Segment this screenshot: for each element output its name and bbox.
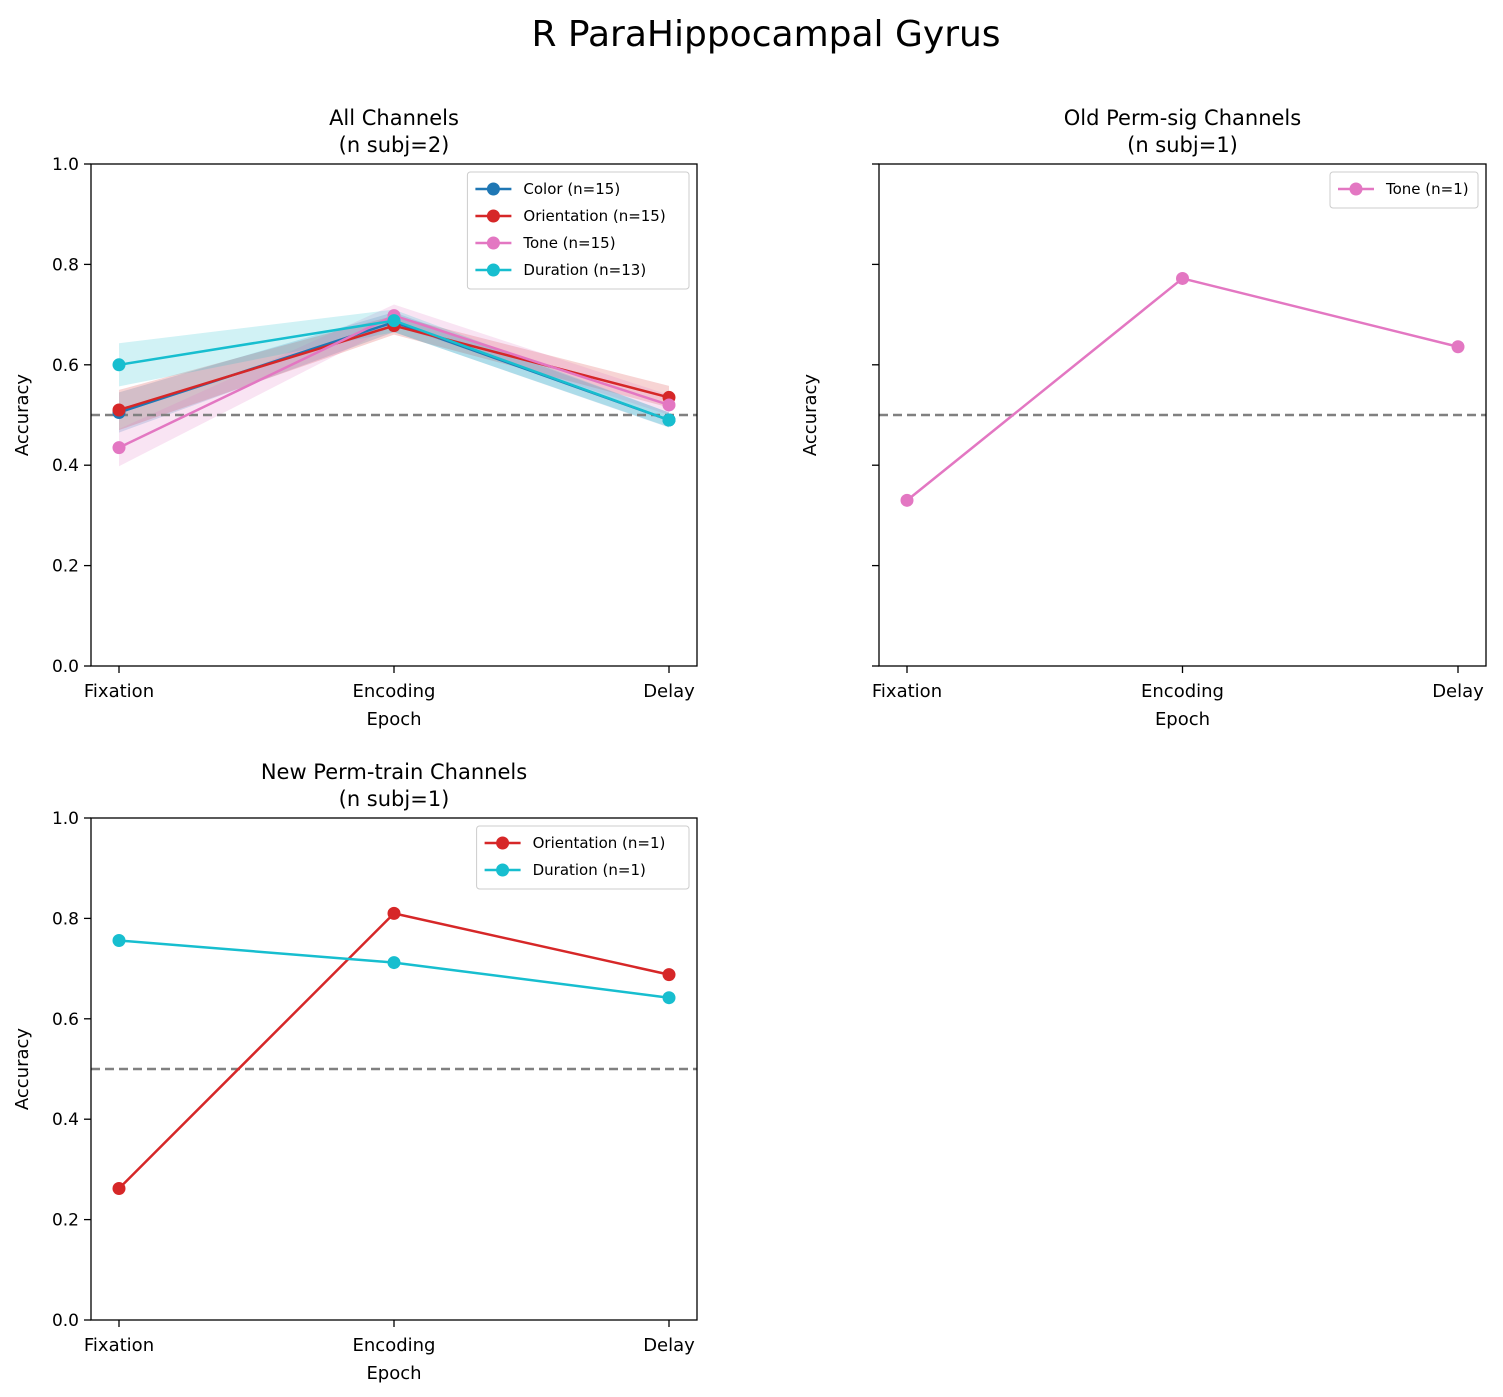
legend-label: Orientation (n=15) (523, 207, 665, 225)
x-tick-label: Encoding (353, 681, 436, 702)
data-point (112, 358, 126, 372)
y-axis-label: Accuracy (12, 1028, 33, 1111)
y-tick-label: 1.0 (52, 809, 79, 829)
x-tick-label: Delay (643, 681, 695, 702)
panel-title: Old Perm-sig Channels (1064, 106, 1301, 130)
axes-frame (90, 163, 698, 667)
chart-panel-3: 0.0 0.2 0.4 0.6 0.8 1.0 Fixation Encoding Delay E… (12, 760, 698, 1384)
data-point (1176, 271, 1189, 285)
chart-panel-2: Fixation Encoding Delay Epoch Accuracy Old Pe… (800, 106, 1487, 730)
panel-title: All Channels (329, 106, 459, 130)
x-tick-label: Fixation (84, 681, 154, 702)
legend-frame (476, 825, 690, 890)
series-line (118, 939, 670, 999)
data-point (1451, 340, 1465, 354)
series-line (906, 277, 1459, 502)
series-line (118, 912, 670, 1190)
data-point (112, 1181, 126, 1195)
legend-label: Orientation (n=1) (533, 834, 666, 852)
panel-subtitle: (n subj=1) (339, 787, 450, 811)
y-tick-label: 0.6 (52, 356, 79, 376)
chart-panel-1: 0.0 0.2 0.4 0.6 0.8 1.0 Fixation Encoding Delay E… (12, 106, 698, 730)
x-tick-label: Delay (1432, 681, 1484, 702)
y-tick-label: 0.0 (52, 657, 79, 677)
legend-frame (1329, 171, 1479, 209)
data-point (112, 403, 126, 417)
y-tick-label: 0.8 (52, 255, 79, 275)
x-tick-label: Fixation (872, 681, 942, 702)
x-tick-label: Encoding (1141, 681, 1224, 702)
y-tick-label: 0.2 (52, 557, 79, 577)
data-point (387, 906, 401, 920)
legend-marker (486, 209, 500, 223)
data-point (387, 314, 401, 328)
panels: 0.0 0.2 0.4 0.6 0.8 1.0 Fixation Encoding Delay E… (12, 106, 1487, 1384)
ci-band (119, 304, 669, 467)
x-tick-label: Delay (643, 1335, 695, 1356)
legend-frame (466, 171, 690, 290)
x-axis-label: Epoch (366, 1363, 421, 1384)
y-tick-label: 0.0 (52, 1311, 79, 1331)
axes-frame (90, 817, 698, 1321)
legend-label: Duration (n=1) (533, 861, 646, 879)
y-tick-label: 0.2 (52, 1211, 79, 1231)
data-point (662, 398, 676, 412)
legend: Tone (n=1) (1329, 171, 1479, 209)
legend-marker (486, 236, 500, 250)
legend-label: Tone (n=15) (522, 234, 615, 252)
data-point (112, 933, 126, 947)
x-tick-label: Fixation (84, 1335, 154, 1356)
panel-subtitle: (n subj=1) (1127, 133, 1238, 157)
y-axis-label: Accuracy (12, 374, 33, 457)
panel-subtitle: (n subj=2) (339, 133, 450, 157)
legend-marker (486, 182, 500, 196)
y-axis-label: Accuracy (800, 374, 821, 457)
figure-suptitle: R ParaHippocampal Gyrus (531, 14, 1000, 55)
ci-band (119, 315, 669, 431)
ci-band (119, 312, 669, 433)
legend-marker (496, 863, 510, 877)
data-point (662, 991, 676, 1005)
ci-band (119, 309, 669, 428)
y-tick-label: 1.0 (52, 155, 79, 175)
data-point (900, 493, 914, 507)
y-tick-label: 0.6 (52, 1010, 79, 1030)
data-point (662, 413, 676, 427)
legend-marker (1349, 182, 1363, 196)
y-tick-label: 0.4 (52, 1110, 79, 1130)
legend-marker (486, 263, 500, 277)
x-axis-label: Epoch (1155, 709, 1210, 730)
data-point (387, 956, 401, 970)
data-point (662, 968, 676, 982)
y-tick-label: 0.4 (52, 456, 79, 476)
x-axis-label: Epoch (366, 709, 421, 730)
y-tick-label: 0.8 (52, 909, 79, 929)
legend-label: Tone (n=1) (1385, 180, 1469, 198)
legend-label: Color (n=15) (523, 180, 620, 198)
legend-marker (496, 836, 510, 850)
axes-frame (878, 163, 1487, 667)
legend: Color (n=15) Orientation (n=15) Tone (n=15… (466, 171, 690, 290)
data-point (112, 441, 126, 455)
legend: Orientation (n=1) Duration (n=1) (476, 825, 690, 890)
panel-title: New Perm-train Channels (261, 760, 527, 784)
legend-label: Duration (n=13) (523, 261, 646, 279)
x-tick-label: Encoding (353, 1335, 436, 1356)
